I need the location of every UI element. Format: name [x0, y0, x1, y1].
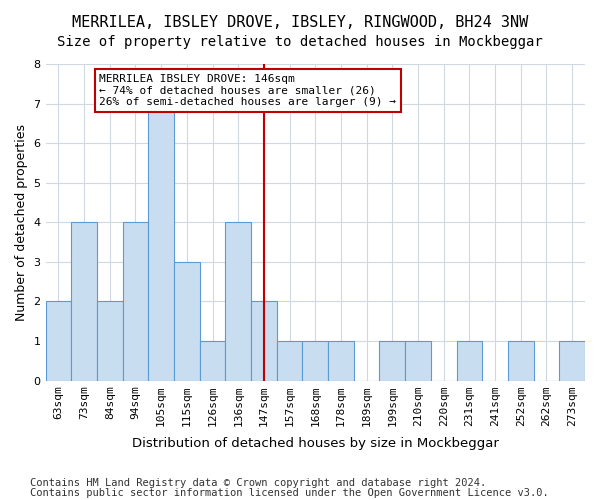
- X-axis label: Distribution of detached houses by size in Mockbeggar: Distribution of detached houses by size …: [132, 437, 499, 450]
- Bar: [226, 222, 251, 380]
- Text: Contains public sector information licensed under the Open Government Licence v3: Contains public sector information licen…: [30, 488, 549, 498]
- Bar: [559, 341, 585, 380]
- Bar: [71, 222, 97, 380]
- Bar: [148, 104, 174, 380]
- Y-axis label: Number of detached properties: Number of detached properties: [15, 124, 28, 321]
- Bar: [328, 341, 354, 380]
- Bar: [277, 341, 302, 380]
- Text: Size of property relative to detached houses in Mockbeggar: Size of property relative to detached ho…: [57, 35, 543, 49]
- Text: MERRILEA IBSLEY DROVE: 146sqm
← 74% of detached houses are smaller (26)
26% of s: MERRILEA IBSLEY DROVE: 146sqm ← 74% of d…: [100, 74, 397, 107]
- Bar: [379, 341, 405, 380]
- Bar: [200, 341, 226, 380]
- Text: Contains HM Land Registry data © Crown copyright and database right 2024.: Contains HM Land Registry data © Crown c…: [30, 478, 486, 488]
- Bar: [508, 341, 533, 380]
- Bar: [46, 302, 71, 380]
- Bar: [457, 341, 482, 380]
- Text: MERRILEA, IBSLEY DROVE, IBSLEY, RINGWOOD, BH24 3NW: MERRILEA, IBSLEY DROVE, IBSLEY, RINGWOOD…: [72, 15, 528, 30]
- Bar: [122, 222, 148, 380]
- Bar: [97, 302, 122, 380]
- Bar: [302, 341, 328, 380]
- Bar: [174, 262, 200, 380]
- Bar: [251, 302, 277, 380]
- Bar: [405, 341, 431, 380]
